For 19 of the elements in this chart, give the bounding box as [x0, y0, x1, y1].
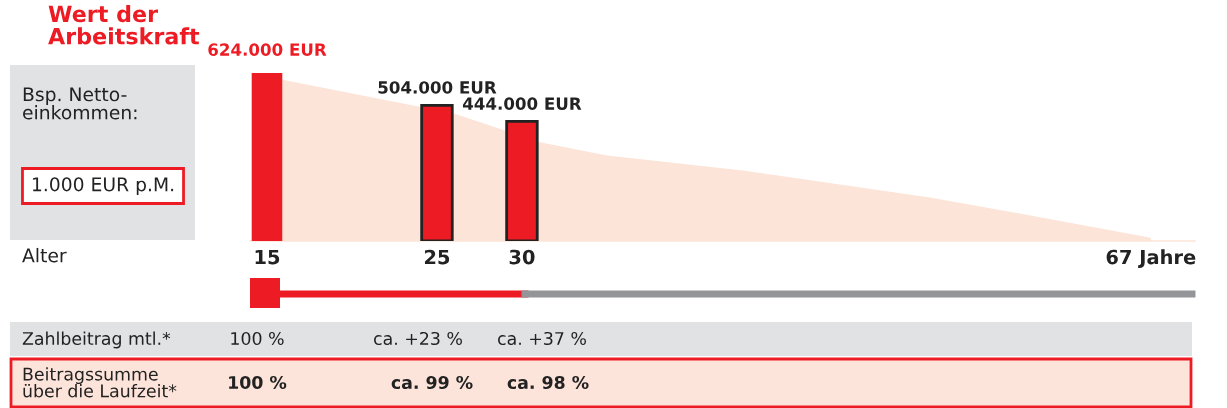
text: ca. +23 % [374, 331, 462, 346]
text: 100 % [231, 331, 284, 346]
text: Zahlbeitrag mtl.* [22, 331, 171, 349]
text: Alter [22, 247, 67, 263]
x-tick-label: 15 [255, 249, 280, 265]
x-tick-label: 25 [424, 249, 450, 265]
text: 1.000 EUR p.M. [32, 177, 174, 196]
text: Bsp. Netto- einkommen: [23, 87, 137, 120]
text: 100 % [229, 375, 287, 390]
text: ca. +37 % [498, 331, 586, 346]
chart-title: Wert der Arbeitskraft [48, 5, 200, 45]
data-label: 444.000 EUR [462, 97, 582, 110]
data-label: 504.000 EUR [378, 81, 497, 94]
data-label: 624.000 EUR [208, 43, 327, 56]
text: ca. 98 % [507, 375, 589, 390]
text: Beitragssumme über die Laufzeit* [23, 367, 177, 398]
x-tick-label: 67 Jahre [1106, 249, 1196, 268]
text: ca. 99 % [391, 375, 473, 390]
x-tick-label: 30 [509, 249, 535, 265]
